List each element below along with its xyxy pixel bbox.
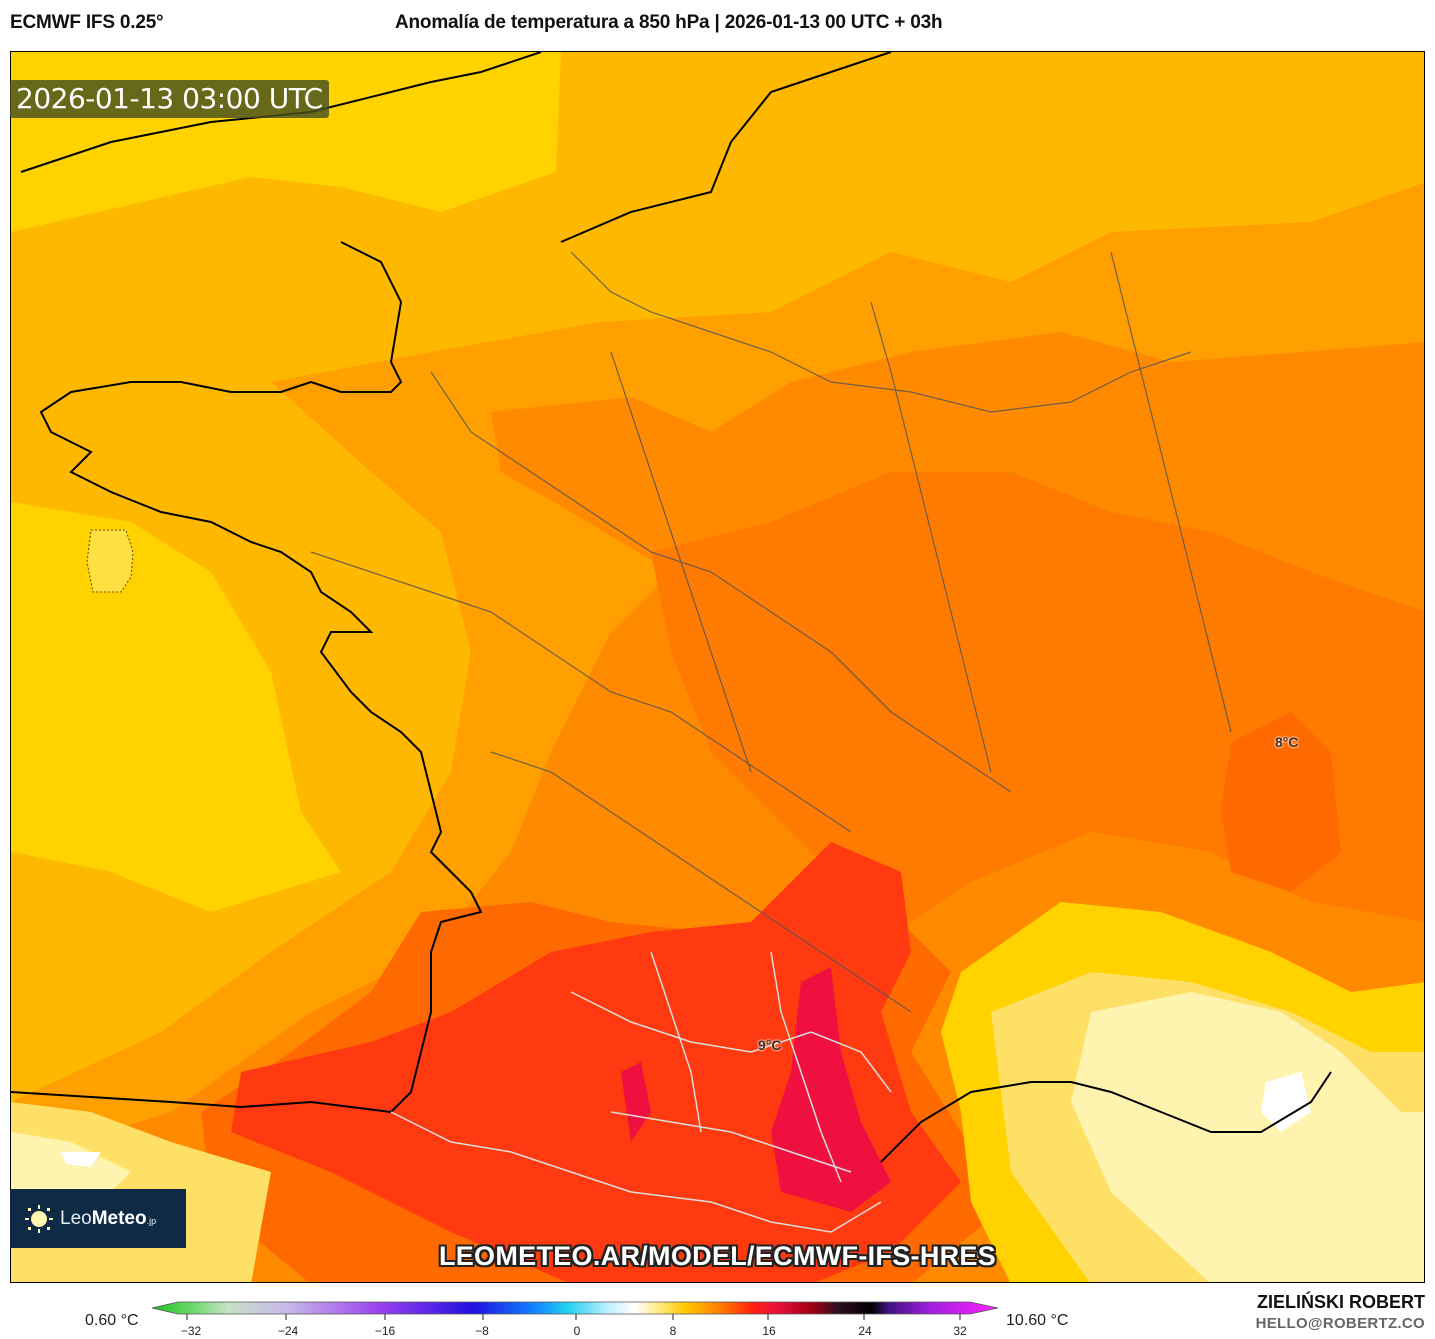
colorbar-tick: 24 (858, 1324, 872, 1338)
temperature-anomaly-map[interactable]: 9°C 8°C (10, 51, 1425, 1283)
colorbar-tick: −24 (277, 1324, 299, 1338)
source-url-watermark: LEOMETEO.AR/MODEL/ECMWF-IFS-HRES (438, 1241, 997, 1271)
colorbar (151, 1301, 999, 1320)
colorbar-tick: −8 (475, 1324, 489, 1338)
colorbar-tick: −16 (374, 1324, 396, 1338)
author-name: ZIELIŃSKI ROBERT (1256, 1292, 1425, 1312)
colorbar-tick: 16 (762, 1324, 776, 1338)
colorbar-tick: 0 (573, 1324, 581, 1338)
temperature-label: 8°C (1275, 734, 1299, 750)
valid-time-badge: 2026-01-13 03:00 UTC (10, 80, 329, 118)
logo-text: LeoMeteo.jp (60, 1207, 157, 1229)
sun-icon (25, 1204, 53, 1233)
colorbar-min-label: 0.60 °C (85, 1312, 139, 1329)
chart-title: Anomalía de temperatura a 850 hPa | 2026… (395, 12, 943, 33)
colorbar-tick: 32 (953, 1324, 967, 1338)
model-name: ECMWF IFS 0.25° (10, 12, 164, 33)
colorbar-max-label: 10.60 °C (1006, 1312, 1069, 1329)
colorbar-tick: −32 (180, 1324, 202, 1338)
colorbar-tick: 8 (669, 1324, 677, 1338)
author-email[interactable]: HELLO@ROBERTZ.CO (1255, 1315, 1425, 1332)
leometeo-logo[interactable]: LeoMeteo.jp (10, 1189, 186, 1248)
map-canvas (11, 52, 1424, 1282)
temperature-label: 9°C (758, 1037, 782, 1053)
